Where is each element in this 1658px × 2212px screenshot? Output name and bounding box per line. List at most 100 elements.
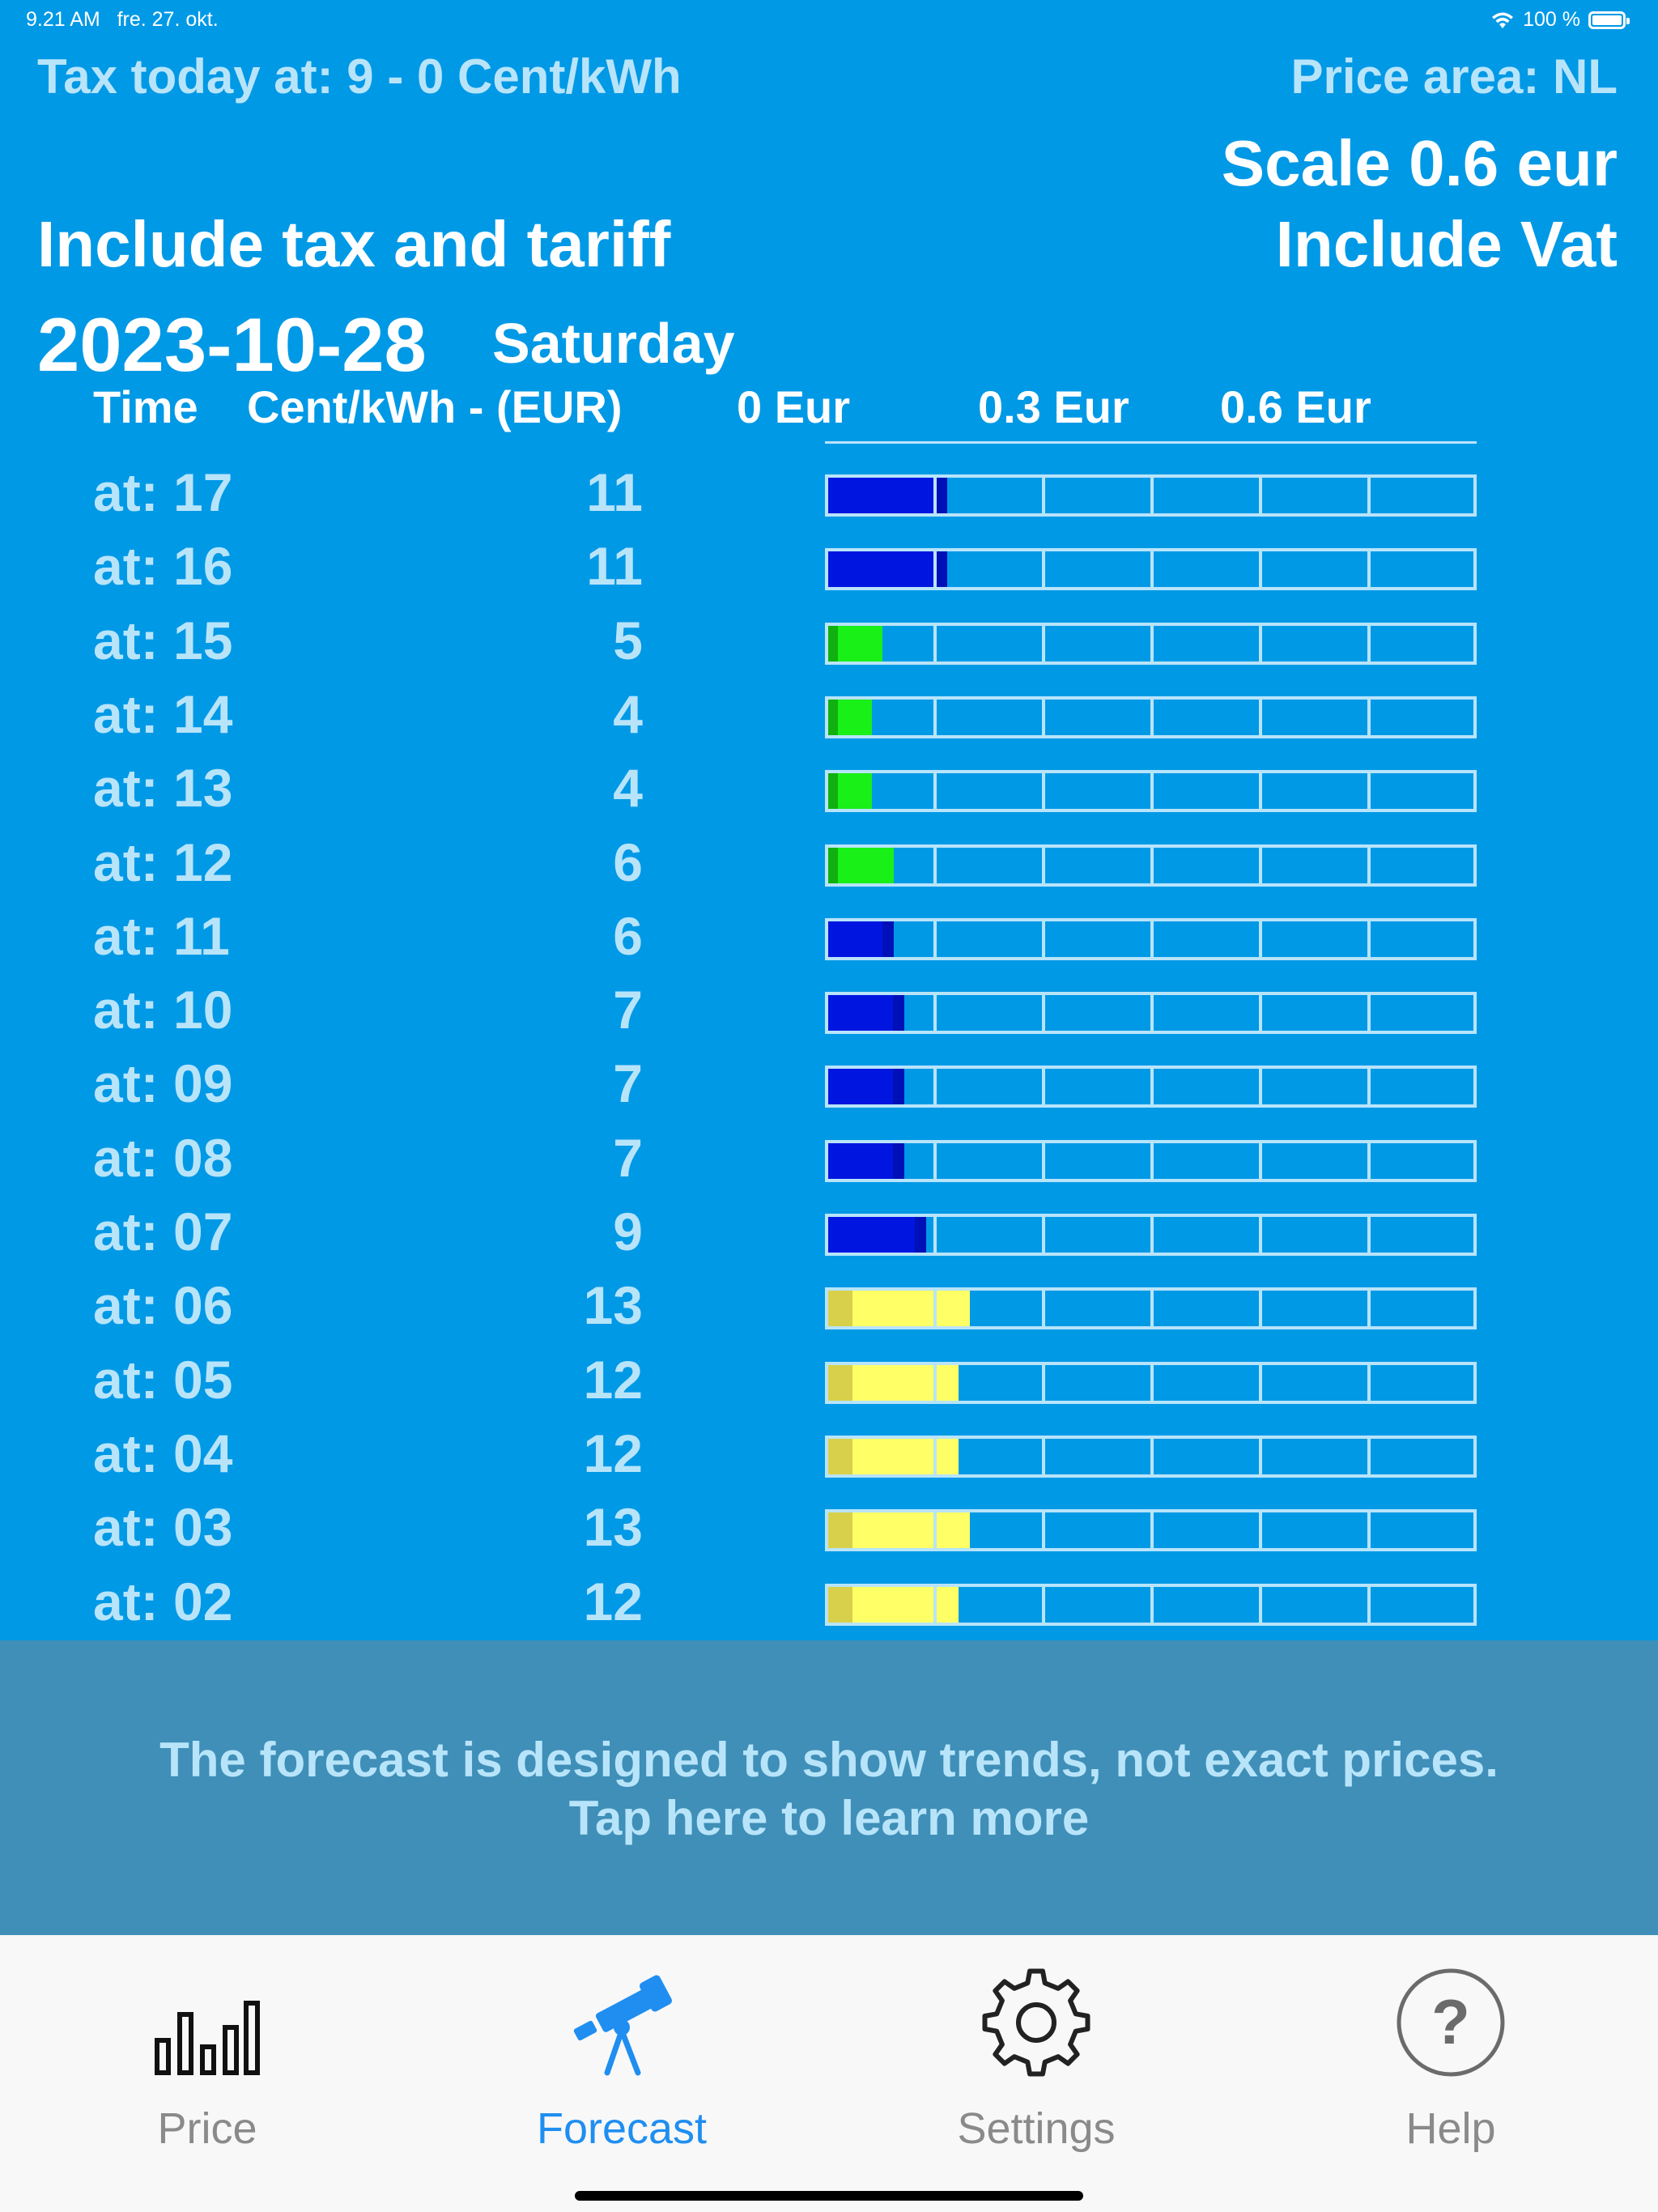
price-bar-tax-segment	[828, 1439, 852, 1474]
row-price-value: 13	[583, 1275, 643, 1335]
price-bar-tax-segment	[828, 1512, 852, 1548]
row-price-value: 5	[613, 610, 643, 670]
bar-grid-line	[933, 848, 937, 883]
price-bar	[825, 474, 1477, 517]
status-date: fre. 27. okt.	[117, 8, 219, 31]
tab-settings[interactable]: Settings	[829, 1935, 1244, 2212]
bar-chart-icon	[155, 2001, 260, 2075]
bar-grid-line	[933, 551, 937, 587]
bar-grid-line	[1367, 1143, 1371, 1179]
forecast-weekday: Saturday	[492, 312, 735, 375]
bar-grid-line	[933, 1365, 937, 1401]
bar-grid-line	[933, 1439, 937, 1474]
price-bar-tax-segment	[936, 478, 947, 513]
bar-grid-line	[933, 1512, 937, 1548]
tab-forecast-label: Forecast	[536, 2104, 708, 2153]
price-bar-fill	[828, 995, 904, 1031]
info-text: The forecast is designed to show trends,…	[159, 1733, 1499, 1787]
bar-grid-line	[1367, 1587, 1371, 1623]
bar-grid-line	[1150, 1217, 1154, 1253]
bar-grid-line	[1259, 848, 1262, 883]
learn-more-link[interactable]: Tap here to learn more	[568, 1791, 1090, 1845]
tab-help[interactable]: ? Help	[1244, 1935, 1658, 2212]
price-bar-tax-segment	[828, 1365, 852, 1401]
price-bar-fill	[828, 848, 894, 883]
bar-grid-line	[1259, 1217, 1262, 1253]
price-bar-fill	[828, 1217, 926, 1253]
bar-grid-line	[1042, 773, 1045, 809]
row-time: at: 17	[93, 462, 233, 522]
column-header-price: Cent/kWh - (EUR)	[247, 381, 623, 432]
bar-grid-line	[933, 1291, 937, 1326]
bar-grid-line	[1367, 478, 1371, 513]
row-time: at: 14	[93, 684, 233, 744]
bar-grid-line	[933, 1143, 937, 1179]
price-bar-tax-segment	[893, 1069, 904, 1104]
bar-grid-line	[1150, 700, 1154, 735]
bar-grid-line	[1042, 1217, 1045, 1253]
row-price-value: 9	[613, 1202, 643, 1261]
price-bar	[825, 1584, 1477, 1626]
bar-grid-line	[1150, 995, 1154, 1031]
bar-grid-line	[1259, 1512, 1262, 1548]
bar-grid-line	[1150, 1512, 1154, 1548]
tab-price-label: Price	[157, 2104, 257, 2153]
row-time: at: 15	[93, 610, 233, 670]
price-bar	[825, 1287, 1477, 1329]
gear-icon	[982, 1968, 1090, 2077]
bar-grid-line	[1367, 921, 1371, 957]
bar-grid-line	[1259, 1439, 1262, 1474]
home-indicator	[575, 2191, 1083, 2201]
bar-grid-line	[1042, 478, 1045, 513]
price-bar-tax-segment	[828, 626, 838, 661]
bar-grid-line	[1367, 700, 1371, 735]
bar-grid-line	[1259, 1291, 1262, 1326]
bar-grid-line	[933, 478, 937, 513]
price-bar-tax-segment	[828, 773, 838, 809]
tab-forecast[interactable]: Forecast	[414, 1935, 829, 2212]
row-time: at: 06	[93, 1275, 233, 1335]
price-bar-tax-segment	[828, 1291, 852, 1326]
row-price-value: 13	[583, 1497, 643, 1557]
bar-grid-line	[1042, 1512, 1045, 1548]
battery-icon	[1588, 11, 1630, 29]
bar-grid-line	[1042, 921, 1045, 957]
tab-settings-label: Settings	[957, 2104, 1116, 2153]
price-bar	[825, 1140, 1477, 1182]
bar-grid-line	[1259, 1143, 1262, 1179]
row-time: at: 03	[93, 1497, 233, 1557]
bar-grid-line	[1042, 551, 1045, 587]
bar-grid-line	[1150, 921, 1154, 957]
forecast-date: 2023-10-28	[37, 302, 427, 387]
price-bar	[825, 918, 1477, 960]
bar-grid-line	[1150, 478, 1154, 513]
scale-label-0: 0 Eur	[737, 381, 851, 432]
tab-bar: Price Forecast Settings	[0, 1935, 1658, 2212]
bar-grid-line	[1367, 551, 1371, 587]
bar-grid-line	[1042, 1587, 1045, 1623]
telescope-icon	[573, 1975, 672, 2076]
status-bar-datetime: 9.21 AM fre. 27. okt.	[26, 8, 219, 32]
info-banner[interactable]: The forecast is designed to show trends,…	[0, 1640, 1658, 1935]
row-price-value: 4	[613, 684, 643, 744]
bar-grid-line	[1259, 921, 1262, 957]
status-time: 9.21 AM	[26, 8, 100, 31]
price-bar	[825, 623, 1477, 665]
scale-label: Scale 0.6 eur	[1221, 127, 1618, 199]
price-bar-fill	[828, 1069, 904, 1104]
bar-grid-line	[1042, 1069, 1045, 1104]
price-bar-fill	[828, 1143, 904, 1179]
bar-grid-line	[1259, 1069, 1262, 1104]
bar-grid-line	[1367, 1439, 1371, 1474]
bar-grid-line	[1150, 551, 1154, 587]
row-time: at: 08	[93, 1128, 233, 1188]
row-price-value: 6	[613, 832, 643, 892]
row-time: at: 16	[93, 536, 233, 596]
row-time: at: 05	[93, 1350, 233, 1410]
price-bar-fill	[828, 551, 947, 587]
tab-price[interactable]: Price	[0, 1935, 414, 2212]
header-divider	[825, 441, 1477, 444]
bar-grid-line	[1367, 773, 1371, 809]
price-area-label[interactable]: Price area: NL	[1290, 49, 1618, 104]
bar-grid-line	[1367, 1365, 1371, 1401]
